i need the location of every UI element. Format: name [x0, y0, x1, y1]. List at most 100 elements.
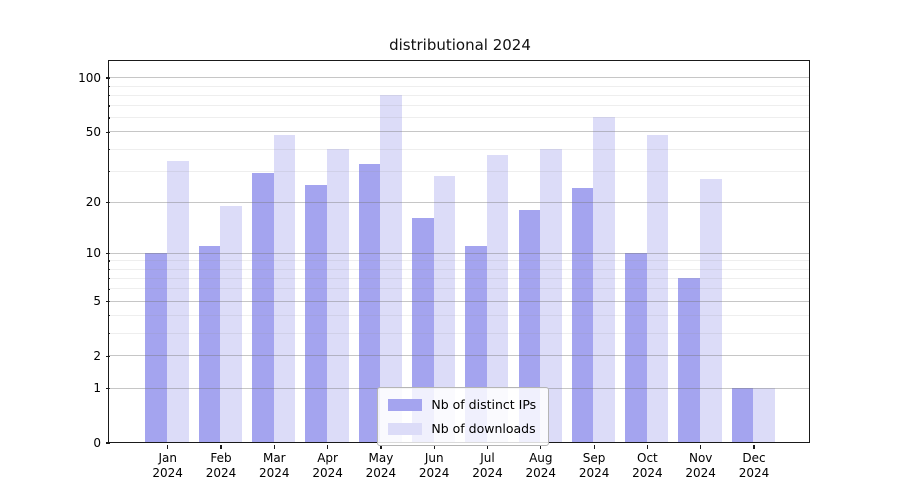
legend-label-downloads: Nb of downloads	[431, 421, 536, 437]
y-tick-label-20: 20	[85, 195, 101, 210]
bar-apr-downloads	[326, 148, 349, 443]
y-tick-label-2: 2	[93, 349, 101, 364]
bar-dec-downloads	[753, 387, 775, 443]
bar-jan-downloads	[167, 161, 189, 443]
x-tick-label-mar: Mar 2024	[259, 451, 290, 480]
x-tick-mark-mar	[273, 444, 275, 449]
gridline-major-50	[109, 131, 810, 133]
gridline-major-10	[109, 252, 810, 254]
plot-area: Nb of distinct IPs Nb of downloads	[108, 60, 811, 447]
gridline-minor-8	[109, 268, 810, 270]
bar-apr-distinct-ips	[305, 184, 327, 443]
bar-may-downloads	[380, 94, 402, 443]
bar-mar-distinct-ips	[252, 173, 274, 443]
y-minor-tick-mark-80	[107, 95, 110, 97]
x-tick-label-aug: Aug 2024	[525, 451, 557, 480]
x-tick-mark-may	[380, 444, 382, 449]
legend-entry-downloads: Nb of downloads	[388, 418, 536, 439]
x-tick-label-may: May 2024	[365, 451, 397, 480]
gridline-minor-9	[109, 260, 810, 262]
y-tick-mark-100	[106, 77, 110, 79]
y-tick-label-1: 1	[93, 381, 101, 396]
bar-sep-downloads	[593, 117, 616, 443]
bar-nov-downloads	[700, 178, 722, 443]
bar-oct-distinct-ips	[625, 252, 647, 443]
legend-swatch-downloads	[388, 422, 423, 435]
chart-title: distributional 2024	[389, 36, 531, 54]
legend-entry-distinct-ips: Nb of distinct IPs	[388, 394, 536, 415]
y-tick-label-0: 0	[93, 436, 101, 450]
x-tick-label-jun: Jun 2024	[418, 451, 450, 480]
y-tick-mark-2	[106, 355, 110, 357]
bar-feb-distinct-ips	[198, 245, 221, 443]
x-tick-label-jul: Jul 2024	[472, 451, 503, 480]
x-tick-label-jan: Jan 2024	[152, 451, 183, 480]
y-tick-label-100: 100	[78, 71, 101, 85]
x-tick-mark-feb	[220, 444, 222, 449]
y-minor-tick-mark-90	[107, 85, 110, 88]
gridline-minor-3	[109, 332, 810, 334]
y-minor-tick-mark-40	[107, 148, 110, 151]
x-tick-label-apr: Apr 2024	[312, 451, 343, 480]
y-tick-label-5: 5	[93, 294, 101, 309]
gridline-minor-4	[109, 315, 810, 317]
y-minor-tick-mark-9	[107, 260, 110, 262]
x-tick-label-oct: Oct 2024	[632, 451, 663, 480]
legend-label-distinct-ips: Nb of distinct IPs	[431, 397, 537, 413]
x-tick-mark-nov	[700, 444, 702, 449]
bar-dec-distinct-ips	[731, 387, 754, 443]
x-tick-mark-aug	[540, 444, 542, 449]
bar-aug-distinct-ips	[518, 209, 541, 443]
bar-jul-downloads	[486, 154, 509, 443]
y-minor-tick-mark-70	[107, 105, 110, 107]
bar-mar-downloads	[273, 134, 296, 443]
bar-jun-downloads	[433, 176, 456, 443]
gridline-major-100	[109, 77, 810, 79]
gridline-minor-80	[109, 94, 810, 96]
y-tick-mark-50	[106, 131, 110, 133]
x-tick-mark-apr	[327, 444, 329, 449]
y-minor-tick-mark-8	[107, 268, 110, 270]
gridline-major-5	[109, 300, 810, 302]
gridline-minor-7	[109, 277, 810, 279]
y-tick-mark-5	[106, 300, 110, 302]
legend: Nb of distinct IPs Nb of downloads	[377, 387, 550, 447]
x-tick-mark-dec	[753, 444, 755, 449]
bar-aug-downloads	[540, 148, 562, 443]
bar-nov-distinct-ips	[678, 277, 701, 443]
x-tick-label-dec: Dec 2024	[738, 451, 770, 480]
gridline-minor-6	[109, 288, 810, 290]
y-minor-tick-mark-60	[107, 117, 110, 119]
bar-jan-distinct-ips	[145, 252, 168, 443]
gridline-minor-30	[109, 170, 810, 172]
x-tick-mark-jan	[167, 444, 169, 449]
x-tick-label-feb: Feb 2024	[205, 451, 237, 480]
x-tick-mark-jun	[433, 444, 435, 449]
x-tick-mark-jul	[486, 444, 489, 449]
gridline-minor-60	[109, 117, 810, 119]
bar-sep-distinct-ips	[571, 187, 594, 443]
y-tick-mark-0	[106, 442, 110, 444]
y-minor-tick-mark-4	[107, 315, 110, 317]
bar-may-distinct-ips	[358, 163, 381, 443]
y-tick-mark-1	[106, 387, 110, 389]
gridline-minor-70	[109, 105, 810, 107]
y-minor-tick-mark-6	[107, 288, 110, 290]
legend-swatch-distinct-ips	[388, 398, 423, 411]
bar-jun-distinct-ips	[411, 218, 434, 443]
y-minor-tick-mark-3	[107, 332, 110, 335]
x-tick-mark-sep	[593, 444, 595, 449]
y-tick-mark-20	[106, 201, 110, 203]
bar-feb-downloads	[220, 205, 242, 443]
gridline-major-20	[109, 201, 810, 203]
y-minor-tick-mark-7	[107, 278, 110, 280]
y-tick-label-10: 10	[85, 246, 101, 261]
y-tick-label-50: 50	[85, 125, 101, 140]
x-tick-label-nov: Nov 2024	[685, 451, 716, 480]
y-tick-mark-10	[106, 252, 110, 255]
gridline-minor-40	[109, 148, 810, 150]
bar-oct-downloads	[646, 134, 669, 443]
gridline-major-2	[109, 355, 810, 357]
x-tick-label-sep: Sep 2024	[578, 451, 610, 480]
